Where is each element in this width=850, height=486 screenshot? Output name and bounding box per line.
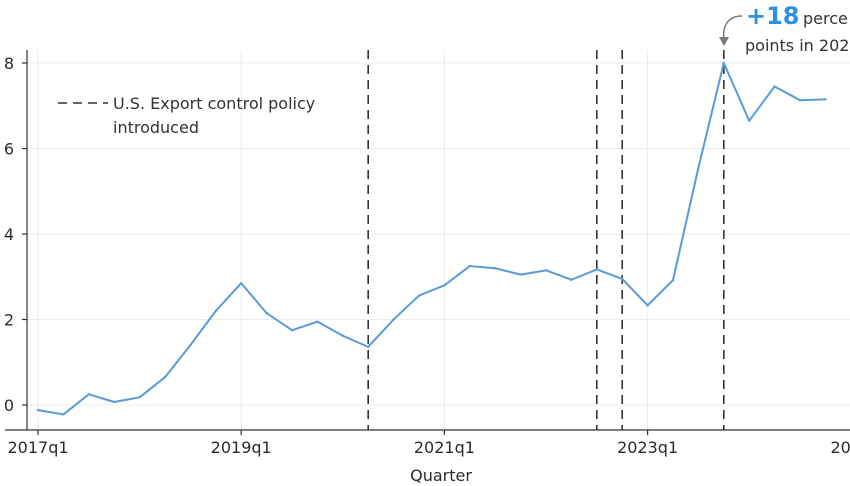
annotation-line2: points in 202 [745,36,849,55]
series-point [189,343,192,347]
y-tick-label: 6 [4,140,14,159]
annotation-arrow-head [719,37,729,46]
x-tick-label: 2025 [830,438,850,457]
series-point [798,98,802,102]
series-point [544,269,548,272]
y-tick-label: 0 [4,396,14,415]
series-point [519,273,522,276]
grid [27,50,850,430]
series-point [341,334,344,337]
x-axis-label: Quarter [410,466,472,485]
series-point [138,396,141,399]
y-tick-label: 4 [4,225,14,244]
axes [5,50,850,431]
series-point [240,281,243,285]
series-point [36,408,40,412]
legend-label-line1: U.S. Export control policy [113,94,315,113]
series-point [113,400,116,404]
annotation: +18 perce points in 202 [719,2,849,55]
x-tick-label: 2019q1 [211,438,272,457]
series-point [824,98,827,101]
annotation-line1-rest: perce [803,9,848,28]
series-point [468,264,471,268]
series-point [316,320,319,323]
x-ticks: 2017q1 2019q1 2021q1 2023q1 2025 [7,430,850,457]
series-point [646,304,649,307]
series-point [367,345,370,349]
series-point [265,311,268,315]
series-point [697,166,700,169]
series-point [621,277,624,281]
x-tick-label: 2017q1 [7,438,68,457]
annotation-highlight: +18 [746,2,800,30]
annotation-arrow [722,15,743,41]
series-point [443,284,446,287]
legend-label-line2: introduced [113,118,199,137]
series-point [62,413,65,416]
y-tick-label: 8 [4,54,14,73]
series [36,61,827,416]
x-tick-label: 2021q1 [414,438,475,457]
series-point [570,278,573,281]
series-point [290,328,294,332]
series-point [392,318,395,321]
series-point [671,278,675,282]
series-point [163,376,167,379]
series-point [748,119,751,122]
series-point [214,309,217,313]
y-ticks: 0 2 4 6 8 [4,54,27,415]
series-point [417,294,421,297]
series-point [494,267,497,270]
policy-lines [367,50,725,430]
series-point [722,61,725,65]
y-tick-label: 2 [4,311,14,330]
series-point [87,393,91,396]
series-point [595,268,598,271]
x-tick-label: 2023q1 [617,438,678,457]
series-point [773,85,776,88]
series-line [37,62,826,416]
legend: U.S. Export control policy introduced [58,94,315,137]
